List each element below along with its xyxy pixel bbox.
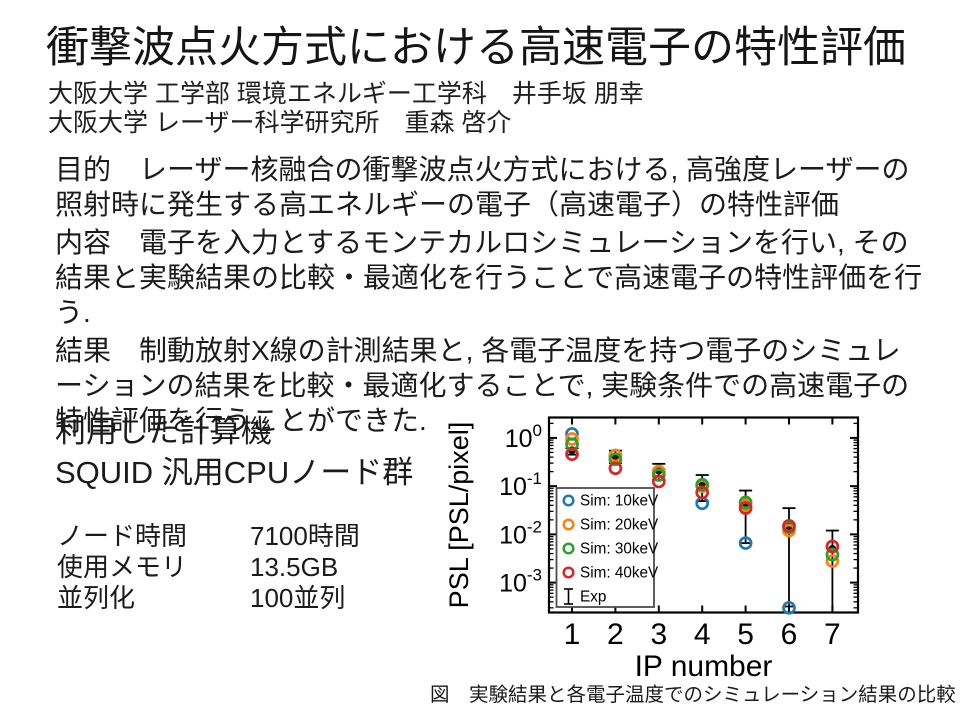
x-axis-label: IP number — [635, 650, 773, 680]
y-axis: 100 10-1 10-2 10-3 PSL [PSL/pixel] — [444, 421, 858, 609]
legend-label: Sim: 20keV — [580, 517, 659, 534]
stat-row-memory: 使用メモリ 13.5GB — [57, 552, 360, 583]
x-tick-label: 7 — [824, 618, 841, 651]
compute-resource-block: 利用した計算機 SQUID 汎用CPUノード群 — [55, 411, 413, 493]
series-sim-40kev — [565, 447, 840, 554]
y-tick-label: 100 — [505, 421, 542, 453]
result-paragraph: 結果 制動放射X線の計測結果と, 各電子温度を持つ電子のシミュレーションの結果を… — [55, 335, 910, 436]
legend-marker-icon — [562, 494, 575, 507]
stat-value: 7100時間 — [250, 521, 360, 551]
x-tick-label: 1 — [564, 618, 581, 651]
stat-label: ノード時間 — [57, 521, 188, 551]
data-point — [738, 536, 753, 550]
x-tick-label: 5 — [737, 618, 754, 651]
stat-value: 100並列 — [250, 583, 346, 613]
compute-stats-table: ノード時間 7100時間 使用メモリ 13.5GB 並列化 100並列 — [57, 521, 360, 614]
compute-heading: 利用した計算機 — [55, 414, 272, 449]
data-point — [651, 468, 666, 482]
chart-legend: Sim: 10keV Sim: 20keV Sim: 30keV Sim: 40keV… — [555, 487, 659, 608]
data-point — [695, 485, 710, 500]
legend-marker-icon — [562, 566, 575, 579]
stat-label: 使用メモリ — [57, 552, 188, 582]
y-axis-label: PSL [PSL/pixel] — [444, 422, 474, 609]
data-point — [825, 539, 840, 554]
legend-marker-icon — [562, 518, 575, 531]
x-tick-label: 6 — [781, 618, 798, 651]
purpose-paragraph: 目的 レーザー核融合の衝撃波点火方式における, 高強度レーザーの照射時に発生する… — [55, 154, 910, 220]
compute-machine: SQUID 汎用CPUノード群 — [55, 455, 414, 490]
data-point — [565, 447, 579, 462]
figure-caption: 図 実験結果と各電子温度でのシミュレーション結果の比較 — [430, 684, 956, 706]
data-point — [565, 432, 579, 446]
legend-label: Sim: 40keV — [580, 565, 659, 582]
data-point — [825, 554, 840, 568]
author-affiliations: 大阪大学 工学部 環境エネルギー工学科 井手坂 朋幸 大阪大学 レーザー科学研究… — [48, 80, 928, 138]
stat-row-node-hours: ノード時間 7100時間 — [57, 521, 360, 552]
data-point — [825, 547, 840, 562]
data-point — [782, 519, 796, 533]
content-paragraph: 内容 電子を入力とするモンテカルロシミュレーションを行い, その結果と実験結果の… — [55, 227, 923, 328]
data-point — [738, 501, 753, 515]
x-tick-label: 3 — [650, 618, 667, 651]
data-point — [695, 477, 710, 492]
x-axis: 1 2 3 4 5 6 7 IP number — [564, 417, 841, 680]
slide-title: 衝撃波点火方式における高速電子の特性評価 — [46, 24, 906, 72]
x-tick-label: 2 — [607, 618, 624, 651]
x-tick-label: 4 — [694, 618, 711, 651]
legend-errorbar-icon — [564, 588, 573, 605]
chart-frame — [547, 416, 860, 614]
legend-label: Sim: 10keV — [580, 493, 659, 510]
data-point — [782, 600, 796, 615]
stat-row-parallel: 並列化 100並列 — [57, 583, 360, 614]
legend-label: Exp — [580, 589, 606, 606]
y-tick-label: 10-1 — [499, 469, 542, 501]
data-point — [651, 474, 666, 489]
y-tick-label: 10-2 — [499, 517, 542, 549]
data-point — [608, 452, 623, 467]
legend-marker-icon — [562, 542, 575, 555]
summary-paragraphs: 目的 レーザー核融合の衝撃波点火方式における, 高強度レーザーの照射時に発生する… — [55, 152, 927, 441]
psl-vs-ip-scatter-chart: 1 2 3 4 5 6 7 IP number 100 10-1 10-2 10-3 PSL [PSL/… — [444, 416, 860, 680]
affiliation-line-2: 大阪大学 レーザー科学研究所 重森 啓介 — [48, 109, 512, 137]
data-point — [738, 495, 753, 510]
stat-value: 13.5GB — [250, 552, 339, 582]
stat-label: 並列化 — [57, 583, 136, 613]
legend-label: Sim: 30keV — [580, 541, 659, 558]
data-point — [608, 461, 623, 476]
affiliation-line-1: 大阪大学 工学部 環境エネルギー工学科 井手坂 朋幸 — [48, 80, 644, 108]
y-tick-label: 10-3 — [499, 566, 542, 598]
